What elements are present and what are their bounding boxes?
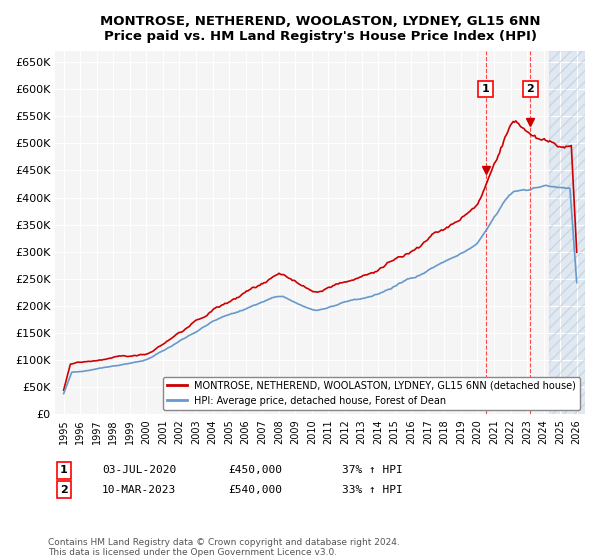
Text: £540,000: £540,000 — [228, 485, 282, 495]
Text: 10-MAR-2023: 10-MAR-2023 — [102, 485, 176, 495]
Text: 2: 2 — [527, 84, 534, 94]
Text: 1: 1 — [60, 465, 68, 475]
Text: 33% ↑ HPI: 33% ↑ HPI — [342, 485, 403, 495]
Title: MONTROSE, NETHEREND, WOOLASTON, LYDNEY, GL15 6NN
Price paid vs. HM Land Registry: MONTROSE, NETHEREND, WOOLASTON, LYDNEY, … — [100, 15, 541, 43]
Text: 2: 2 — [60, 485, 68, 495]
Bar — [548, 51, 585, 414]
Text: 03-JUL-2020: 03-JUL-2020 — [102, 465, 176, 475]
Bar — [548, 51, 585, 414]
Text: Contains HM Land Registry data © Crown copyright and database right 2024.
This d: Contains HM Land Registry data © Crown c… — [48, 538, 400, 557]
Text: £450,000: £450,000 — [228, 465, 282, 475]
Text: 37% ↑ HPI: 37% ↑ HPI — [342, 465, 403, 475]
Legend: MONTROSE, NETHEREND, WOOLASTON, LYDNEY, GL15 6NN (detached house), HPI: Average : MONTROSE, NETHEREND, WOOLASTON, LYDNEY, … — [163, 377, 580, 409]
Text: 1: 1 — [482, 84, 490, 94]
